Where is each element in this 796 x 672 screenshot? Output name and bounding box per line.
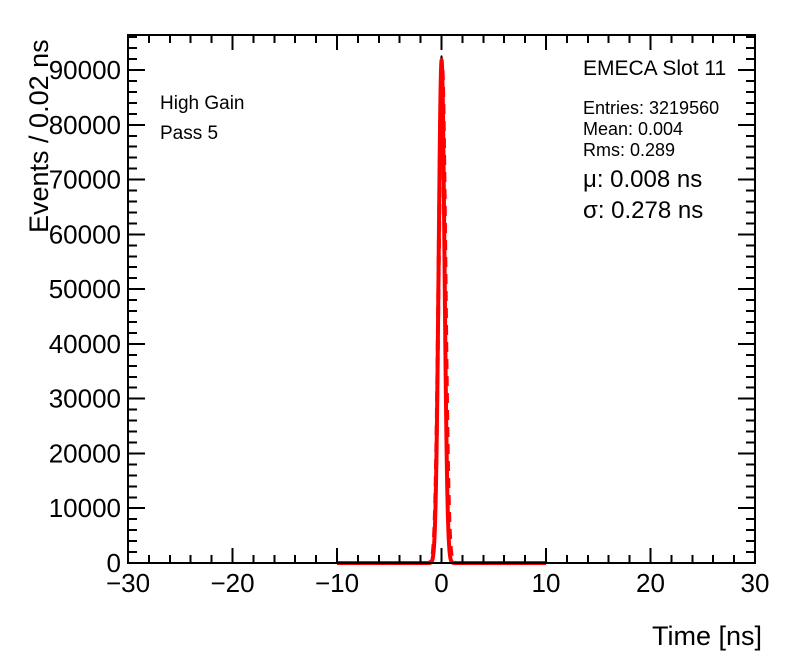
series-gaussian-fit <box>335 58 548 565</box>
stats-entries: Entries: 3219560 <box>583 98 720 118</box>
x-axis-title: Time [ns] <box>651 621 762 651</box>
y-tick-label: 60000 <box>49 219 121 249</box>
x-tick-label: −10 <box>315 568 359 598</box>
y-tick-label: 90000 <box>49 55 121 85</box>
y-tick-label: 0 <box>107 548 121 578</box>
x-tick-label: 30 <box>741 568 770 598</box>
x-tick-label: 20 <box>636 568 665 598</box>
pass-label: Pass 5 <box>160 123 219 144</box>
y-tick-label: 20000 <box>49 438 121 468</box>
y-tick-label: 50000 <box>49 274 121 304</box>
y-tick-label: 10000 <box>49 493 121 523</box>
y-tick-label: 30000 <box>49 384 121 414</box>
y-tick-label: 40000 <box>49 329 121 359</box>
y-tick-label: 80000 <box>49 110 121 140</box>
x-tick-label: 10 <box>532 568 561 598</box>
fit-mu-label: μ: 0.008 ns <box>583 166 703 193</box>
fit-sigma-label: σ: 0.278 ns <box>583 197 704 224</box>
y-tick-label: 70000 <box>49 165 121 195</box>
stats-mean: Mean: 0.004 <box>583 119 684 139</box>
detector-label: EMECA Slot 11 <box>583 57 727 80</box>
gain-label: High Gain <box>160 93 245 114</box>
stats-rms: Rms: 0.289 <box>583 140 676 160</box>
x-tick-label: −30 <box>106 568 150 598</box>
y-axis-title: Events / 0.02 ns <box>24 39 54 233</box>
x-tick-label: 0 <box>434 568 448 598</box>
x-tick-label: −20 <box>210 568 254 598</box>
